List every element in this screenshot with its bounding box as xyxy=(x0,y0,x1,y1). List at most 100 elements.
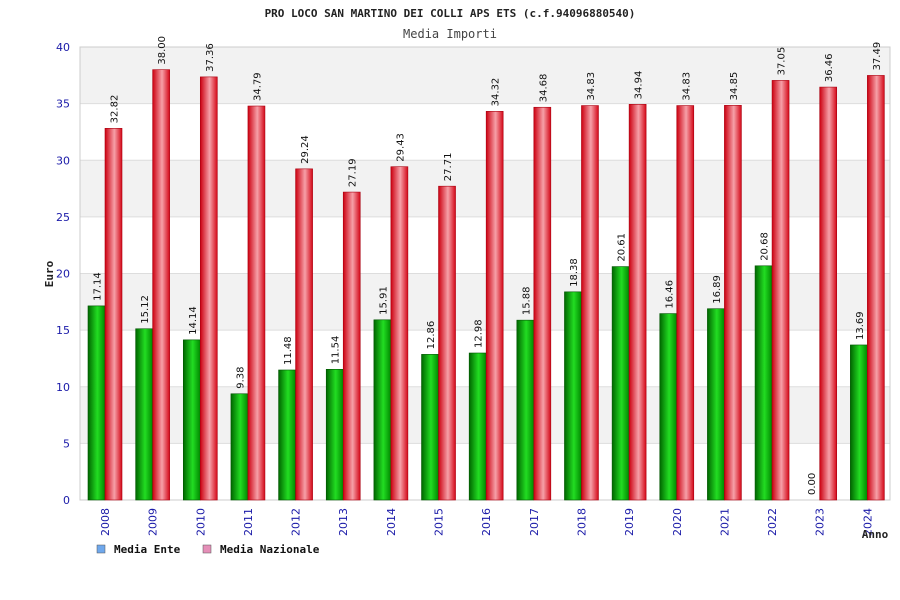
bar-media-ente xyxy=(850,344,868,501)
bar-label-media-ente: 0.00 xyxy=(807,473,818,495)
y-tick-label: 5 xyxy=(63,437,70,450)
bar-media-nazionale xyxy=(104,128,123,501)
chart-subtitle: Media Importi xyxy=(403,27,497,41)
bar-media-nazionale xyxy=(819,86,838,501)
bar-label-media-ente: 11.48 xyxy=(283,336,294,365)
bar-label-media-ente: 20.68 xyxy=(760,232,771,261)
y-tick-label: 0 xyxy=(63,494,70,507)
x-axis-label: Anno xyxy=(862,528,889,541)
x-tick-label: 2016 xyxy=(480,508,493,536)
bar-label-media-nazionale: 34.83 xyxy=(586,72,597,101)
bar-label-media-ente: 14.14 xyxy=(188,306,199,335)
x-tick-label: 2009 xyxy=(147,508,160,536)
x-tick-label: 2008 xyxy=(99,508,112,536)
x-tick-label: 2010 xyxy=(194,508,207,536)
legend-label-media-nazionale: Media Nazionale xyxy=(220,543,320,556)
y-tick-label: 15 xyxy=(56,324,70,337)
bar-label-media-ente: 12.86 xyxy=(426,321,437,350)
bar-media-nazionale xyxy=(485,111,504,501)
x-tick-label: 2024 xyxy=(861,508,874,536)
bar-media-nazionale xyxy=(438,185,456,501)
y-tick-label: 20 xyxy=(56,268,70,281)
bar-media-ente xyxy=(182,339,201,501)
bar-media-ente xyxy=(230,393,249,501)
bar-label-media-ente: 13.69 xyxy=(855,311,866,340)
bar-label-media-nazionale: 34.68 xyxy=(538,74,549,103)
y-tick-label: 10 xyxy=(56,381,70,394)
bar-media-ente xyxy=(278,369,296,501)
bar-media-nazionale xyxy=(199,76,218,501)
legend: Media Ente Media Nazionale xyxy=(96,543,320,556)
x-tick-label: 2019 xyxy=(623,508,636,536)
bar-media-nazionale xyxy=(342,191,361,501)
bar-label-media-ente: 12.98 xyxy=(474,319,485,348)
legend-swatch-media-ente xyxy=(96,544,106,554)
bar-label-media-ente: 15.12 xyxy=(140,295,151,324)
x-tick-label: 2014 xyxy=(385,508,398,536)
bar-label-media-nazionale: 27.71 xyxy=(443,153,454,182)
bar-label-media-ente: 15.88 xyxy=(521,287,532,316)
y-tick-label: 35 xyxy=(56,98,70,111)
x-tick-label: 2012 xyxy=(290,508,303,536)
bar-media-ente xyxy=(468,352,487,501)
bar-media-nazionale xyxy=(152,69,170,501)
bar-label-media-nazionale: 34.83 xyxy=(681,72,692,101)
x-tick-label: 2021 xyxy=(718,508,731,536)
bar-label-media-ente: 9.38 xyxy=(235,367,246,389)
bar-media-ente xyxy=(611,266,630,501)
bar-label-media-ente: 18.38 xyxy=(569,258,580,287)
bar-label-media-ente: 11.54 xyxy=(331,336,342,365)
bar-media-ente xyxy=(135,328,153,501)
bar-label-media-ente: 16.46 xyxy=(664,280,675,309)
bar-media-ente xyxy=(659,313,678,501)
bar-label-media-ente: 16.89 xyxy=(712,275,723,304)
bar-media-ente xyxy=(707,308,725,501)
x-tick-label: 2015 xyxy=(433,508,446,536)
y-tick-label: 25 xyxy=(56,211,70,224)
bar-label-media-nazionale: 32.82 xyxy=(110,95,121,124)
bar-label-media-nazionale: 34.79 xyxy=(252,72,263,101)
y-axis-ticks: 0 5 10 15 20 25 30 35 40 xyxy=(56,41,70,507)
legend-swatch-media-nazionale xyxy=(202,544,212,554)
x-tick-label: 2018 xyxy=(575,508,588,536)
x-tick-label: 2011 xyxy=(242,508,255,536)
bar-media-ente xyxy=(564,291,582,501)
x-tick-label: 2017 xyxy=(528,508,541,536)
bar-media-nazionale xyxy=(628,104,647,501)
bar-label-media-nazionale: 29.24 xyxy=(300,135,311,164)
chart-title: PRO LOCO SAN MARTINO DEI COLLI APS ETS (… xyxy=(265,7,636,20)
bar-media-ente xyxy=(373,319,392,501)
bar-media-nazionale xyxy=(867,75,885,501)
bar-media-nazionale xyxy=(390,166,409,501)
x-tick-label: 2013 xyxy=(337,508,350,536)
bar-value-labels: 17.14 32.82 15.12 38.00 14.14 37.36 9.38 34.79 1… xyxy=(93,36,883,495)
bar-media-nazionale xyxy=(771,80,790,501)
bar-label-media-nazionale: 34.94 xyxy=(634,71,645,100)
bar-media-ente xyxy=(421,354,439,501)
bar-label-media-nazionale: 29.43 xyxy=(395,133,406,162)
bar-media-nazionale xyxy=(247,105,266,501)
bar-label-media-nazionale: 34.32 xyxy=(491,78,502,107)
y-tick-label: 30 xyxy=(56,154,70,167)
bar-label-media-nazionale: 38.00 xyxy=(157,36,168,65)
bar-media-ente xyxy=(516,319,535,501)
x-tick-label: 2020 xyxy=(671,508,684,536)
bar-media-nazionale xyxy=(581,105,599,501)
bar-label-media-ente: 17.14 xyxy=(93,272,104,301)
x-tick-label: 2023 xyxy=(814,508,827,536)
legend-label-media-ente: Media Ente xyxy=(114,543,181,556)
y-axis-label: Euro xyxy=(43,260,56,287)
bar-media-nazionale xyxy=(676,105,695,501)
x-tick-label: 2022 xyxy=(766,508,779,536)
x-axis-ticks: 2008 2009 2010 2011 2012 2013 2014 2015 2016 2017… xyxy=(99,508,874,536)
bar-label-media-nazionale: 36.46 xyxy=(824,53,835,82)
bar-media-ente xyxy=(87,305,106,501)
bars xyxy=(87,69,885,501)
bar-label-media-nazionale: 27.19 xyxy=(348,158,359,187)
bar-label-media-ente: 15.91 xyxy=(378,286,389,315)
bar-media-nazionale xyxy=(533,106,552,501)
bar-label-media-nazionale: 37.49 xyxy=(872,42,883,71)
bar-label-media-ente: 20.61 xyxy=(617,233,628,262)
bar-media-ente xyxy=(325,369,344,501)
